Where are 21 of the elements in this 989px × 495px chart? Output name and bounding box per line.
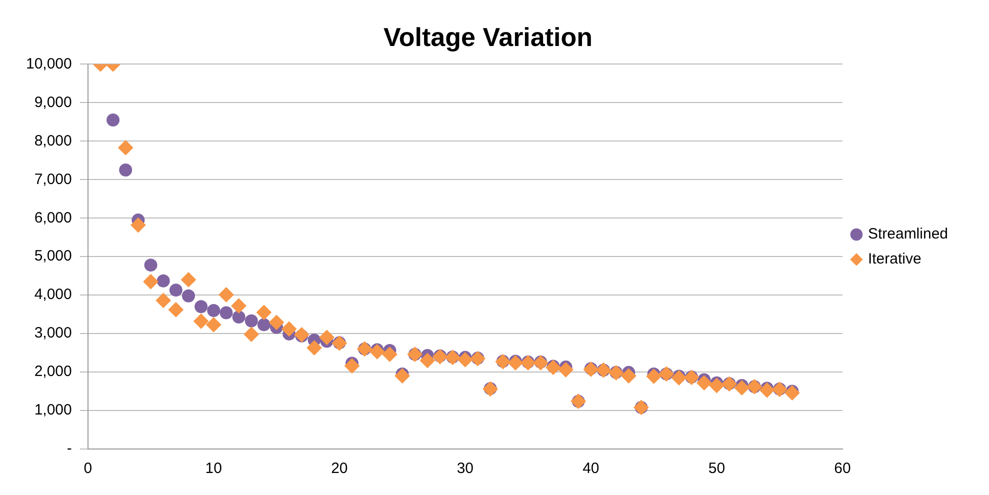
x-tick-label: 0 bbox=[84, 460, 92, 478]
y-tick-label: 7,000 bbox=[34, 170, 72, 188]
y-tick-label: 5,000 bbox=[34, 248, 72, 265]
y-tick-label: 6,000 bbox=[34, 209, 72, 226]
y-tick-label: 8,000 bbox=[34, 132, 72, 150]
x-tick-label: 40 bbox=[582, 460, 600, 478]
x-tick-label: 60 bbox=[834, 460, 851, 478]
y-tick-label: - bbox=[66, 440, 72, 458]
legend-label: Iterative bbox=[868, 250, 922, 268]
y-tick-label: 4,000 bbox=[34, 286, 72, 304]
y-tick-label: 3,000 bbox=[34, 324, 72, 342]
y-tick-label: 9,000 bbox=[34, 94, 72, 111]
legend-label: Streamlined bbox=[868, 226, 948, 243]
x-tick-label: 30 bbox=[456, 460, 474, 478]
chart-title: Voltage Variation bbox=[383, 22, 593, 52]
x-tick-label: 10 bbox=[205, 460, 222, 478]
x-tick-label: 20 bbox=[331, 460, 348, 478]
y-tick-label: 1,000 bbox=[34, 402, 72, 419]
y-tick-label: 2,000 bbox=[34, 363, 72, 380]
y-tick-label: 10,000 bbox=[26, 55, 72, 72]
x-tick-label: 50 bbox=[708, 460, 726, 478]
